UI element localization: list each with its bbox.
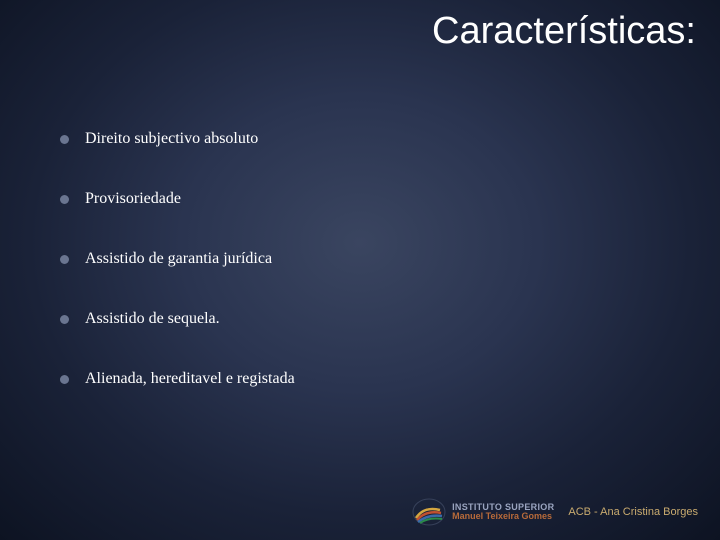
bullet-text: Alienada, hereditavel e registada bbox=[85, 370, 295, 388]
bullet-icon bbox=[60, 135, 69, 144]
bullet-icon bbox=[60, 255, 69, 264]
author-credit: ACB - Ana Cristina Borges bbox=[568, 506, 698, 518]
list-item: Assistido de sequela. bbox=[60, 310, 660, 328]
bullet-icon bbox=[60, 375, 69, 384]
list-item: Assistido de garantia jurídica bbox=[60, 250, 660, 268]
slide-footer: INSTITUTO SUPERIOR Manuel Teixeira Gomes… bbox=[412, 498, 698, 526]
bullet-text: Assistido de garantia jurídica bbox=[85, 250, 272, 268]
bullet-icon bbox=[60, 315, 69, 324]
list-item: Alienada, hereditavel e registada bbox=[60, 370, 660, 388]
bullet-text: Assistido de sequela. bbox=[85, 310, 220, 328]
bullet-icon bbox=[60, 195, 69, 204]
bullet-text: Direito subjectivo absoluto bbox=[85, 130, 258, 148]
slide-title: Características: bbox=[432, 10, 696, 53]
logo-icon bbox=[412, 498, 446, 526]
list-item: Provisoriedade bbox=[60, 190, 660, 208]
logo-text: INSTITUTO SUPERIOR Manuel Teixeira Gomes bbox=[452, 503, 554, 522]
bullet-text: Provisoriedade bbox=[85, 190, 181, 208]
institution-logo: INSTITUTO SUPERIOR Manuel Teixeira Gomes bbox=[412, 498, 554, 526]
bullet-list: Direito subjectivo absoluto Provisorieda… bbox=[60, 130, 660, 430]
list-item: Direito subjectivo absoluto bbox=[60, 130, 660, 148]
logo-line2: Manuel Teixeira Gomes bbox=[452, 512, 554, 521]
